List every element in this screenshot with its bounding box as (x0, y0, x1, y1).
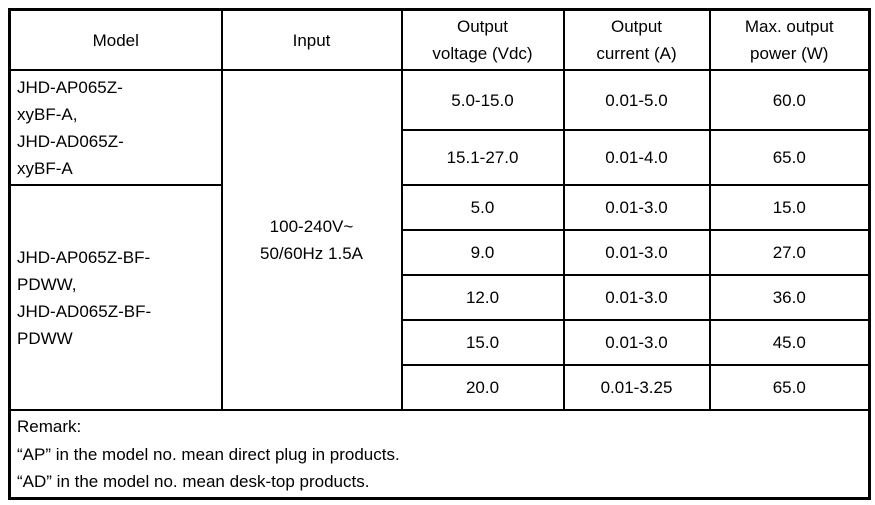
remark-line-1: “AP” in the model no. mean direct plug i… (17, 444, 400, 464)
col-header-current: Output current (A) (562, 8, 711, 72)
current-cell: 0.01-3.0 (562, 274, 711, 322)
current-cell: 0.01-3.25 (562, 364, 711, 412)
table-row: 20.0 0.01-3.25 65.0 (10, 364, 871, 412)
table-row: JHD-AP065Z-BF- PDWW, JHD-AD065Z-BF- PDWW… (8, 184, 871, 412)
current-cell: 0.01-3.0 (562, 319, 711, 367)
voltage-cell: 20.0 (400, 364, 565, 412)
remark-cell: Remark: “AP” in the model no. mean direc… (8, 409, 871, 500)
remark-line-2: “AD” in the model no. mean desk-top prod… (17, 471, 370, 491)
power-cell: 60.0 (708, 69, 871, 132)
header-row: Model Input Output voltage (Vdc) Output … (8, 8, 871, 72)
power-cell: 15.0 (708, 184, 871, 232)
voltage-cell: 5.0 (400, 184, 565, 232)
table-row: 15.1-27.0 0.01-4.0 65.0 (10, 129, 871, 187)
col-header-input: Input (220, 8, 403, 72)
power-cell: 27.0 (708, 229, 871, 277)
col-header-power: Max. output power (W) (708, 8, 871, 72)
power-cell: 65.0 (708, 129, 871, 187)
table-row: 15.0 0.01-3.0 45.0 (10, 319, 871, 367)
remark-row: Remark: “AP” in the model no. mean direc… (8, 409, 871, 500)
table-row: 9.0 0.01-3.0 27.0 (10, 229, 871, 277)
model-group-1-cell: JHD-AP065Z- xyBF-A, JHD-AD065Z- xyBF-A (8, 69, 223, 187)
current-cell: 0.01-5.0 (562, 69, 711, 132)
model-group-2-cell: JHD-AP065Z-BF- PDWW, JHD-AD065Z-BF- PDWW (8, 184, 223, 412)
voltage-cell: 15.1-27.0 (400, 129, 565, 187)
current-cell: 0.01-4.0 (562, 129, 711, 187)
voltage-cell: 12.0 (400, 274, 565, 322)
voltage-cell: 15.0 (400, 319, 565, 367)
spec-table: Model Input Output voltage (Vdc) Output … (8, 8, 871, 500)
power-cell: 36.0 (708, 274, 871, 322)
table-row: 12.0 0.01-3.0 36.0 (10, 274, 871, 322)
voltage-cell: 5.0-15.0 (400, 69, 565, 132)
input-cell: 100-240V~ 50/60Hz 1.5A (220, 69, 403, 412)
col-header-model: Model (8, 8, 223, 72)
power-cell: 65.0 (708, 364, 871, 412)
remark-title: Remark: (17, 417, 82, 437)
current-cell: 0.01-3.0 (562, 229, 711, 277)
table-row: JHD-AP065Z- xyBF-A, JHD-AD065Z- xyBF-A 1… (8, 69, 871, 412)
current-cell: 0.01-3.0 (562, 184, 711, 232)
col-header-voltage: Output voltage (Vdc) (400, 8, 565, 72)
power-cell: 45.0 (708, 319, 871, 367)
voltage-cell: 9.0 (400, 229, 565, 277)
